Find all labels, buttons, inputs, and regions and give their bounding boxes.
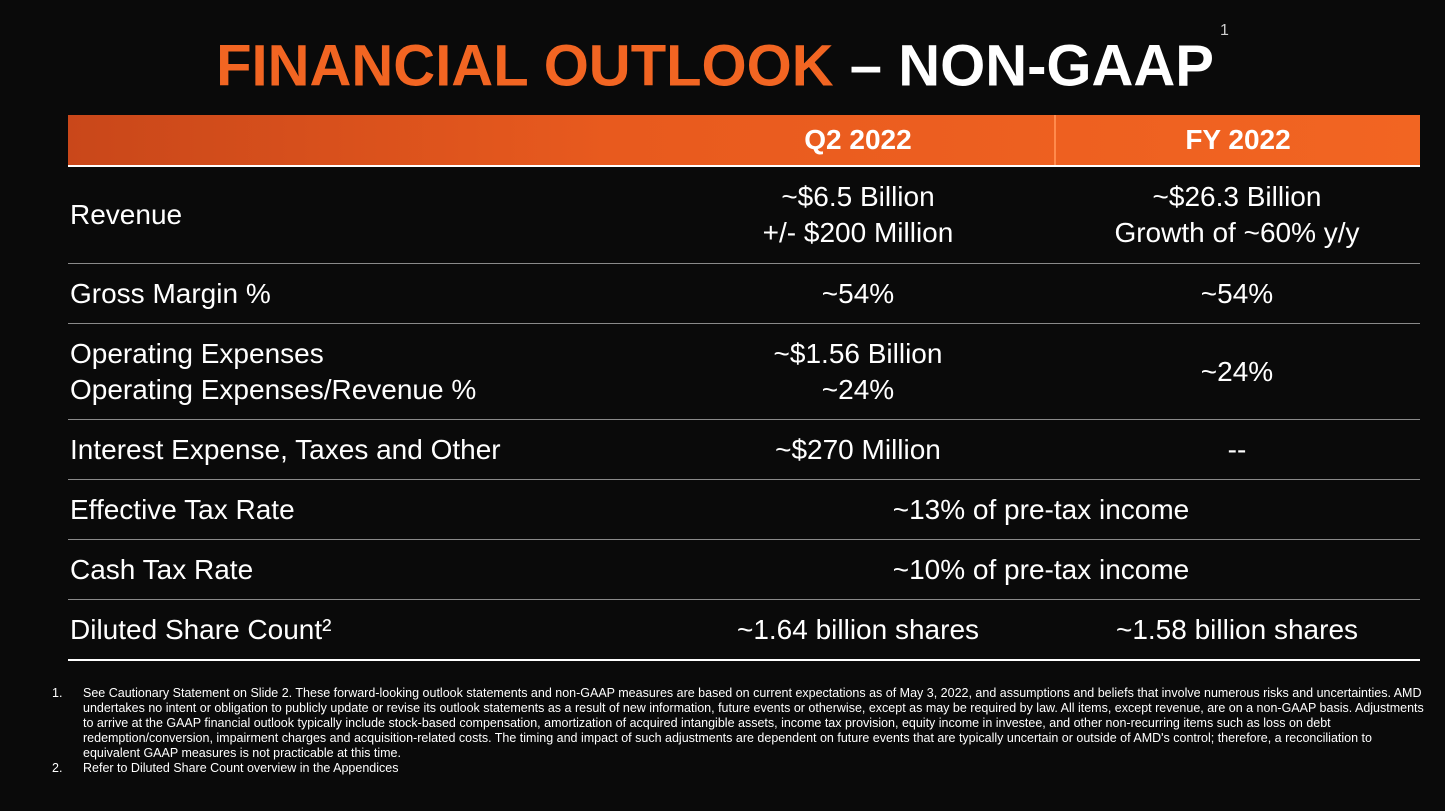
title-part2: NON-GAAP xyxy=(898,33,1214,99)
q2-line: ~54% xyxy=(821,277,895,309)
outlook-table: Q2 2022 FY 2022 Revenue ~$6.5 Billion +/… xyxy=(68,115,1420,661)
slide-title: FINANCIAL OUTLOOK – NON-GAAP 1 xyxy=(0,22,1445,101)
fy-line: -- xyxy=(1227,433,1247,465)
q2-cell: ~$6.5 Billion +/- $200 Million xyxy=(662,167,1054,263)
label-line: Operating Expenses/Revenue % xyxy=(70,373,477,405)
q2-cell: ~54% xyxy=(662,264,1054,323)
q2-line: ~$6.5 Billion xyxy=(781,181,935,212)
table-row: Operating Expenses Operating Expenses/Re… xyxy=(68,324,1420,420)
table-header: Q2 2022 FY 2022 xyxy=(68,115,1420,167)
row-label: Effective Tax Rate xyxy=(68,480,662,539)
table-row: Cash Tax Rate ~10% of pre-tax income xyxy=(68,540,1420,600)
q2-cell: ~$1.56 Billion ~24% xyxy=(662,324,1054,419)
table-row: Gross Margin % ~54% ~54% xyxy=(68,264,1420,324)
row-label: Gross Margin % xyxy=(68,264,662,323)
label-line: Interest Expense, Taxes and Other xyxy=(70,433,501,465)
row-label: Interest Expense, Taxes and Other xyxy=(68,420,662,479)
fy-cell: ~$26.3 Billion Growth of ~60% y/y xyxy=(1054,167,1420,263)
fy-line: Growth of ~60% y/y xyxy=(1114,217,1360,248)
merged-line: ~13% of pre-tax income xyxy=(892,493,1190,525)
table-row: Diluted Share Count² ~1.64 billion share… xyxy=(68,600,1420,661)
row-label: Revenue xyxy=(68,167,662,263)
table-row: Interest Expense, Taxes and Other ~$270 … xyxy=(68,420,1420,480)
footnote-number: 2. xyxy=(52,761,63,775)
row-label: Cash Tax Rate xyxy=(68,540,662,599)
q2-cell: ~1.64 billion shares xyxy=(662,600,1054,659)
label-line: Cash Tax Rate xyxy=(70,553,254,585)
fy-cell: ~24% xyxy=(1054,324,1420,419)
merged-line: ~10% of pre-tax income xyxy=(892,553,1190,585)
label-line: Gross Margin % xyxy=(70,277,271,309)
table-row: Effective Tax Rate ~13% of pre-tax incom… xyxy=(68,480,1420,540)
footnote-number: 1. xyxy=(52,686,63,700)
q2-line: +/- $200 Million xyxy=(762,217,954,248)
merged-cell: ~13% of pre-tax income xyxy=(662,480,1420,539)
merged-cell: ~10% of pre-tax income xyxy=(662,540,1420,599)
q2-line: ~$270 Million xyxy=(775,433,941,465)
row-label: Operating Expenses Operating Expenses/Re… xyxy=(68,324,662,419)
title-superscript: 1 xyxy=(1219,22,1229,39)
q2-cell: ~$270 Million xyxy=(662,420,1054,479)
fy-cell: ~1.58 billion shares xyxy=(1054,600,1420,659)
fy-cell: ~54% xyxy=(1054,264,1420,323)
fy-line: ~54% xyxy=(1200,277,1274,309)
footnote-text: Refer to Diluted Share Count overview in… xyxy=(83,761,399,775)
label-line: Diluted Share Count² xyxy=(70,613,332,645)
q2-line: ~$1.56 Billion xyxy=(773,337,943,369)
header-fy-2022: FY 2022 xyxy=(1054,115,1420,165)
footnote-text: See Cautionary Statement on Slide 2. The… xyxy=(83,686,1424,760)
footnote: 2. Refer to Diluted Share Count overview… xyxy=(52,761,1432,776)
q2-line: ~24% xyxy=(821,373,895,405)
fy-line: ~24% xyxy=(1200,355,1274,387)
header-blank xyxy=(68,115,662,165)
label-line: Revenue xyxy=(70,199,183,230)
q2-line: ~1.64 billion shares xyxy=(736,613,980,645)
table-row: Revenue ~$6.5 Billion +/- $200 Million ~… xyxy=(68,167,1420,264)
header-q2-2022: Q2 2022 xyxy=(804,124,912,155)
footnote: 1. See Cautionary Statement on Slide 2. … xyxy=(52,686,1432,761)
title-part1: FINANCIAL OUTLOOK xyxy=(216,33,834,99)
fy-line: ~1.58 billion shares xyxy=(1115,613,1359,645)
fy-cell: -- xyxy=(1054,420,1420,479)
fy-line: ~$26.3 Billion xyxy=(1152,181,1322,212)
label-line: Effective Tax Rate xyxy=(70,493,295,525)
label-line: Operating Expenses xyxy=(70,337,324,369)
row-label: Diluted Share Count² xyxy=(68,600,662,659)
footnotes: 1. See Cautionary Statement on Slide 2. … xyxy=(52,686,1432,776)
title-dash: – xyxy=(849,33,883,99)
